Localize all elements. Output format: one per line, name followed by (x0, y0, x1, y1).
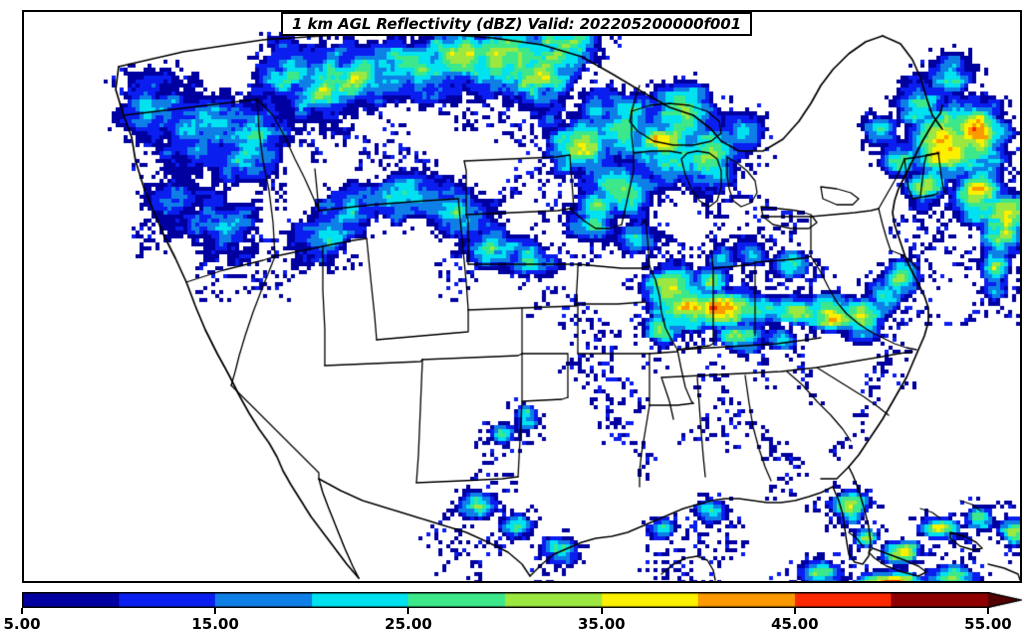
colorbar-tick (600, 608, 603, 614)
colorbar-gradient (22, 592, 1022, 608)
colorbar-tick-label: 5.00 (3, 615, 41, 633)
colorbar-tick (407, 608, 410, 614)
colorbar (22, 592, 1022, 608)
colorbar-tick-label: 45.00 (771, 615, 819, 633)
colorbar-tick-label: 55.00 (964, 615, 1012, 633)
colorbar-tick-label: 25.00 (384, 615, 433, 633)
colorbar-tick (21, 608, 23, 614)
title-box: 1 km AGL Reflectivity (dBZ) Valid: 20220… (281, 12, 753, 36)
colorbar-ticks: 5.00 15.00 25.00 35.00 45.00 55.00 (3, 608, 1022, 638)
page-title: 1 km AGL Reflectivity (dBZ) Valid: 20220… (292, 15, 742, 33)
map-axes (22, 10, 1022, 583)
reflectivity-raster (24, 12, 1020, 581)
colorbar-tick (214, 608, 217, 614)
colorbar-tick-label: 35.00 (577, 615, 626, 633)
colorbar-tick-label: 15.00 (191, 615, 239, 633)
colorbar-tick (793, 608, 796, 614)
colorbar-tick (987, 608, 989, 614)
